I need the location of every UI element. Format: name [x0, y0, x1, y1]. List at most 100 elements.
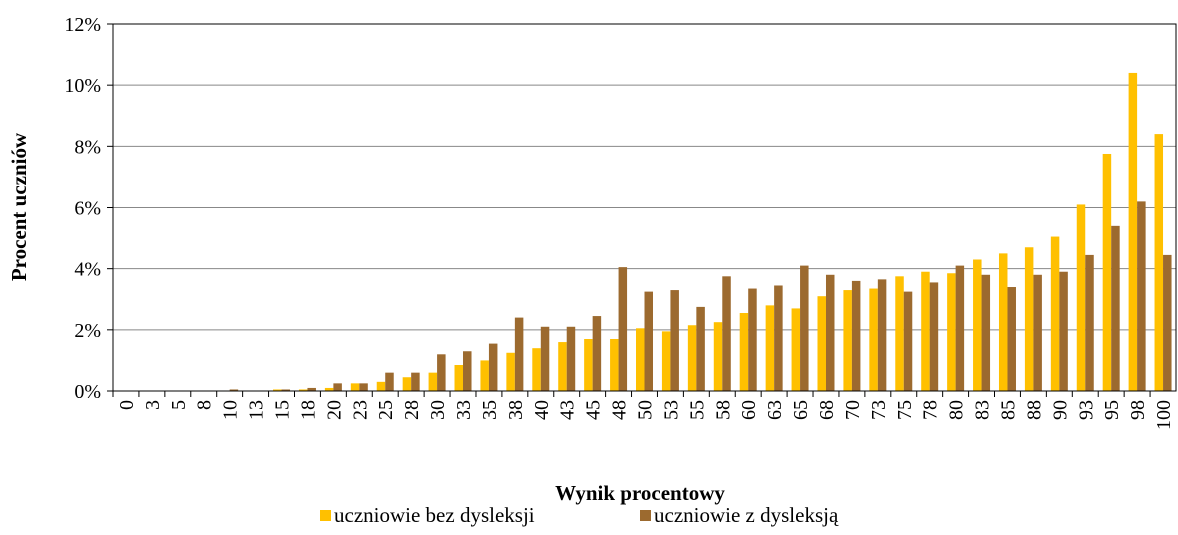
bar [670, 290, 679, 391]
bar [713, 322, 723, 391]
bar [981, 274, 991, 391]
legend-swatch [320, 510, 331, 521]
x-tick-label: 95 [1101, 400, 1123, 420]
x-tick-label: 15 [272, 400, 294, 420]
x-tick-label: 55 [686, 400, 708, 420]
bar [618, 267, 628, 391]
y-tick-label: 8% [74, 136, 101, 158]
x-tick-label: 13 [246, 400, 268, 420]
bar [851, 280, 861, 391]
bar [1128, 72, 1138, 391]
y-axis-title: Procent uczniów [7, 132, 31, 281]
bar [333, 383, 342, 391]
bar [895, 276, 904, 391]
x-tick-label: 60 [738, 400, 760, 420]
bar [1137, 201, 1146, 391]
x-tick-label: 70 [842, 400, 864, 420]
x-tick-label: 3 [142, 400, 164, 410]
bar [921, 271, 930, 391]
bar [877, 279, 887, 391]
bar [644, 291, 653, 391]
bar [506, 352, 515, 391]
bar [1163, 254, 1172, 391]
bar [748, 288, 757, 391]
bar [273, 389, 282, 391]
bar [661, 331, 671, 391]
x-tick-label: 23 [349, 400, 371, 420]
bar [1085, 254, 1094, 391]
y-tick-label: 6% [74, 198, 101, 220]
x-tick-label: 48 [609, 400, 631, 420]
bar [947, 273, 956, 391]
bar [298, 389, 308, 391]
x-tick-label: 58 [712, 400, 734, 420]
x-tick-label: 85 [997, 400, 1019, 420]
bar [1050, 236, 1060, 391]
bar [739, 313, 749, 391]
bar [973, 259, 982, 391]
bar [1024, 247, 1034, 391]
x-tick-label: 5 [168, 400, 190, 410]
x-tick-label: 88 [1023, 400, 1045, 420]
x-tick-label: 10 [220, 400, 242, 420]
bar [903, 291, 913, 391]
y-tick-label: 2% [74, 320, 101, 342]
bar [791, 308, 801, 391]
x-tick-label: 25 [375, 400, 397, 420]
bar [722, 276, 731, 391]
bar [1102, 153, 1112, 391]
bar [488, 343, 498, 391]
bar [229, 389, 239, 391]
bar [307, 387, 316, 391]
x-tick-label: 98 [1127, 400, 1149, 420]
bar [1154, 134, 1164, 391]
bar [774, 285, 783, 391]
x-tick-label: 35 [479, 400, 501, 420]
bar [324, 387, 334, 391]
x-tick-label: 75 [894, 400, 916, 420]
bar [584, 339, 593, 391]
bar [869, 288, 878, 391]
x-tick-label: 40 [531, 400, 553, 420]
bar [1076, 204, 1086, 391]
bar [929, 282, 939, 391]
x-tick-label: 43 [557, 400, 579, 420]
bar [566, 326, 576, 391]
bar [359, 383, 368, 391]
legend-label: uczniowie bez dysleksji [334, 503, 535, 527]
x-tick-label: 0 [116, 400, 138, 410]
x-tick-label: 20 [323, 400, 345, 420]
bar [1111, 225, 1120, 391]
bar [281, 389, 291, 391]
x-tick-label: 18 [297, 400, 319, 420]
bar [428, 372, 438, 391]
legend-swatch [640, 510, 651, 521]
bar [463, 351, 472, 391]
x-tick-label: 63 [764, 400, 786, 420]
bar [696, 306, 705, 391]
bar [540, 326, 550, 391]
bar [998, 253, 1008, 391]
bar [610, 339, 619, 391]
x-tick-label: 28 [401, 400, 423, 420]
x-tick-label: 78 [920, 400, 942, 420]
bar [825, 274, 835, 391]
bar [817, 296, 826, 391]
x-tick-label: 38 [505, 400, 527, 420]
x-tick-label: 83 [972, 400, 994, 420]
x-tick-label: 93 [1075, 400, 1097, 420]
x-tick-label: 53 [660, 400, 682, 420]
bar [532, 348, 541, 391]
x-tick-label: 50 [635, 400, 657, 420]
bar [1033, 274, 1042, 391]
bar [843, 290, 852, 391]
bar [350, 383, 360, 391]
bar [955, 265, 965, 391]
bar [385, 372, 394, 391]
bar [800, 265, 809, 391]
bar [454, 365, 464, 391]
x-tick-label: 68 [816, 400, 838, 420]
x-axis-title: Wynik procentowy [555, 481, 725, 505]
